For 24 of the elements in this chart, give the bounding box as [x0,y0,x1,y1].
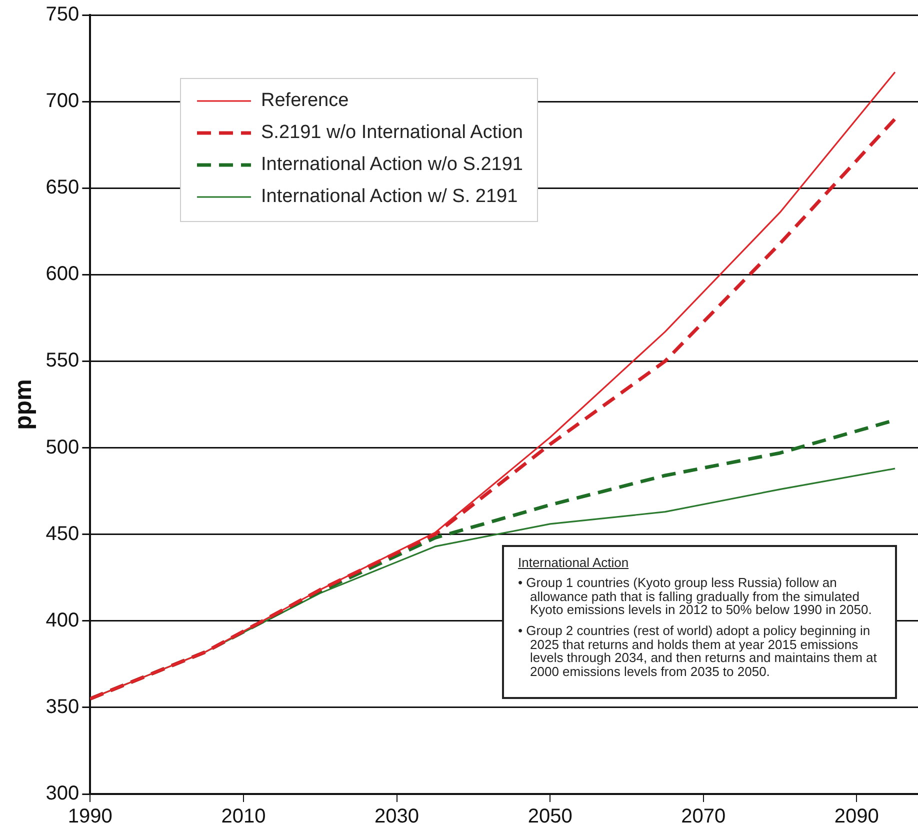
y-tick-label: 550 [46,350,80,372]
x-tick-label: 2010 [221,806,266,828]
y-tick-label: 500 [46,436,80,458]
y-tick-label: 400 [46,609,80,632]
y-tick-label: 350 [46,696,80,718]
legend-label: International Action w/o S.2191 [261,154,523,176]
annotation: • Group 2 countries (rest of world) adopt a policy beginning in 2025 that returns and holds them at year 2015 emissions levels through 2034, and then returns and maintains them at 2000 emissions levels from 2035 to 2050. [518,622,878,679]
y-tick-label: 300 [46,782,80,805]
y-axis-title: ppm [10,379,38,430]
annotation: International Action [518,555,630,570]
x-tick-label: 2030 [374,806,420,828]
y-tick-label: 750 [46,4,80,26]
y-tick-label: 600 [46,263,80,286]
y-tick-label: 700 [46,90,80,112]
legend-label: Reference [261,90,349,112]
legend-label: International Action w/ S. 2191 [261,186,518,208]
annotation: • Group 1 countries (Kyoto group less Russia) follow an allowance path that is falling gradually from the simulated Kyoto emissions levels in 2012 to 50% below 1990 in 2050. [518,575,873,618]
legend-label: S.2191 w/o International Action [261,122,523,144]
x-tick-label: 2050 [528,806,572,828]
x-tick-label: 2070 [681,806,726,828]
y-tick-label: 450 [46,522,80,545]
x-tick-label: 2090 [834,806,879,828]
y-tick-label: 650 [46,176,80,199]
x-tick-label: 1990 [68,806,112,828]
